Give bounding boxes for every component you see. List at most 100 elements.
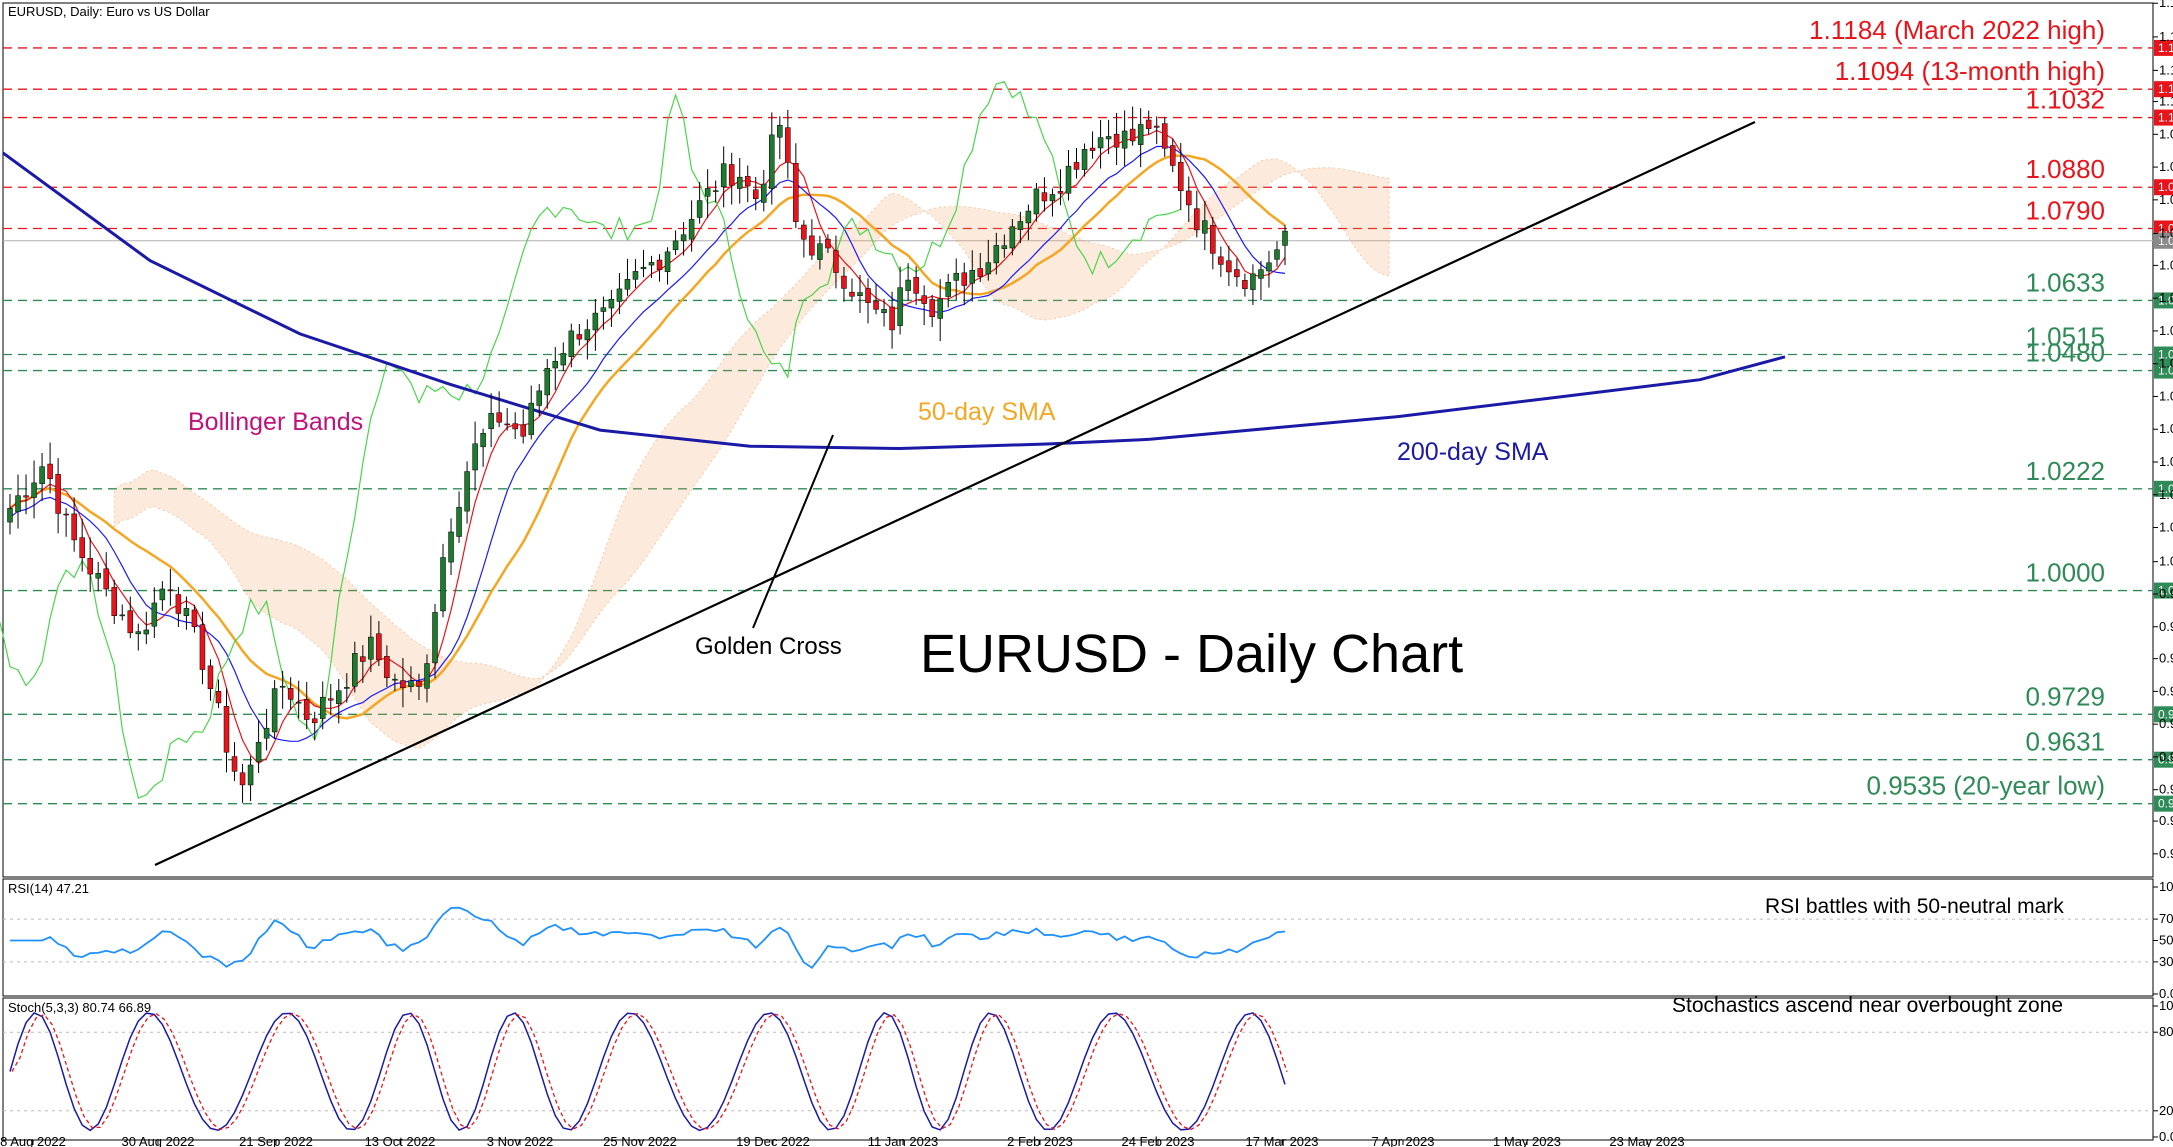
candle-body [39, 466, 45, 484]
candle-body [1137, 124, 1144, 145]
candle-body [696, 200, 703, 218]
y-tick-label: 0.99925 [2159, 586, 2173, 601]
candle-body [336, 690, 342, 704]
candle-body [560, 353, 567, 366]
level-label: 1.0790 [2025, 195, 2105, 225]
kijun-line [9, 145, 1286, 742]
candle-body [295, 701, 302, 704]
candle-body [432, 612, 438, 664]
candle-body [592, 312, 599, 331]
candle-body [344, 687, 350, 689]
date-axis: 8 Aug 2022 30 Aug 2022 21 Sep 2022 13 Oct 2… [0, 1134, 1684, 1147]
candle-body [536, 390, 542, 406]
y-tick-label: 1.03520 [2159, 421, 2173, 436]
bollinger-label: Bollinger Bands [188, 408, 363, 436]
candle-body [785, 127, 791, 163]
candle-body [191, 609, 198, 628]
candle-body [969, 269, 976, 284]
y-tick-label: 1.08525 [2159, 192, 2173, 207]
level-label: 1.0633 [2025, 267, 2105, 297]
candle-body [1033, 188, 1040, 215]
candle-body [119, 614, 126, 617]
candle-body [552, 361, 559, 369]
candle-body [127, 610, 134, 634]
candle-body [143, 629, 150, 635]
candle-body [841, 275, 847, 289]
sma200-line [2, 151, 1786, 451]
candle-body [7, 508, 13, 523]
y-tick-label: 1.04950 [2159, 356, 2173, 371]
level-tag [2154, 706, 2173, 723]
level-tag-text: 0.95350 [2158, 797, 2173, 811]
candle-body [977, 268, 984, 277]
level-tag [2154, 795, 2173, 812]
level-tag-text: 1.07900 [2158, 221, 2173, 235]
sma200-label: 200-day SMA [1397, 438, 1549, 466]
y-tick-label: 1.07095 [2159, 257, 2173, 272]
price-axis: 1.12815 1.12080 1.11350 1.10670 1.09955 1.092… [2153, 0, 2173, 861]
candle-body [1097, 137, 1104, 149]
candle-body [247, 764, 254, 786]
candle-body [135, 631, 142, 635]
level-tag [2154, 39, 2173, 56]
candle-body [488, 413, 494, 429]
candle-body [15, 495, 21, 513]
rsi-tick-label: 50.00 [2159, 933, 2173, 948]
candle-body [712, 190, 719, 192]
candle-body [255, 742, 262, 762]
level-label: 1.0000 [2025, 558, 2105, 588]
candle-body [1169, 145, 1176, 166]
level-label: 1.1094 (13-month high) [1835, 56, 2105, 86]
candle-body [424, 663, 430, 689]
candle-body [1282, 230, 1288, 246]
candle-body [512, 423, 518, 430]
candle-body [945, 282, 951, 297]
candle-body [648, 262, 655, 266]
level-label: 1.1184 (March 2022 high) [1809, 15, 2105, 45]
candle-body [151, 602, 158, 627]
candle-body [368, 636, 374, 660]
candle-body [496, 412, 502, 423]
x-tick-label: 30 Aug 2022 [121, 1134, 194, 1147]
level-tag [2154, 220, 2173, 237]
candle-body [937, 298, 943, 319]
candle-body [55, 474, 61, 514]
candle-body [103, 568, 109, 590]
candle-body [360, 656, 366, 662]
candle-body [287, 688, 294, 700]
level-label: 1.0480 [2025, 338, 2105, 368]
candle-body [1081, 149, 1088, 170]
candle-body [881, 309, 887, 314]
candle-body [953, 273, 959, 281]
candle-body [1274, 249, 1280, 260]
candle-body [303, 699, 310, 720]
candle-body [1266, 262, 1272, 272]
candle-body [175, 594, 182, 614]
candle-body [1145, 119, 1152, 129]
y-tick-label: 0.98515 [2159, 651, 2173, 666]
current-price-text: 1.07632 [2158, 234, 2173, 248]
candle-body [1121, 130, 1128, 149]
candle-body [63, 513, 69, 516]
chart-header: EURUSD, Daily: Euro vs US Dollar [8, 4, 210, 19]
stoch-tick-label: 0.00 [2159, 1129, 2173, 1144]
level-tag [2154, 582, 2173, 599]
candle-body [111, 587, 117, 616]
candle-body [672, 240, 679, 251]
x-tick-label: 7 Apr 2023 [1372, 1134, 1435, 1147]
tenkan-line [9, 129, 1286, 764]
candle-body [728, 164, 735, 186]
candle-body [1041, 192, 1048, 202]
candle-body [207, 665, 214, 690]
candle-body [400, 680, 406, 688]
level-tag-text: 1.08800 [2158, 180, 2173, 194]
candle-body [704, 188, 711, 197]
candle-body [183, 608, 190, 617]
x-tick-label: 21 Sep 2022 [239, 1134, 313, 1147]
golden-cross-label: Golden Cross [695, 633, 842, 660]
y-tick-label: 1.07790 [2159, 226, 2173, 241]
candle-body [1129, 128, 1136, 142]
candle-body [849, 291, 855, 297]
level-tag-text: 1.10320 [2158, 111, 2173, 125]
x-tick-label: 8 Aug 2022 [0, 1134, 66, 1147]
